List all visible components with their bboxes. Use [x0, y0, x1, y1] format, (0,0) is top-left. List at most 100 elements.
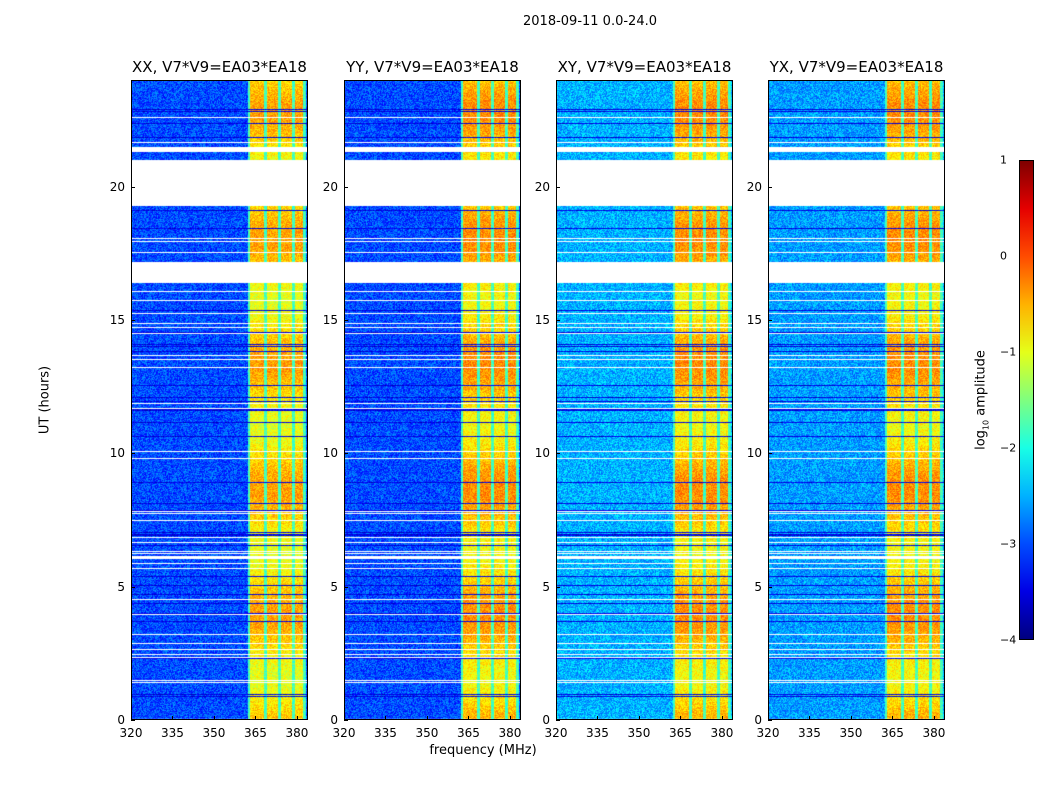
- x-tick-label: 320: [119, 726, 143, 740]
- panel-title: YY, V7*V9=EA03*EA18: [346, 58, 519, 76]
- x-tick-label: 335: [374, 726, 397, 740]
- x-tick-label: 320: [332, 726, 356, 740]
- x-tick-label: 365: [457, 726, 480, 740]
- y-tick-label: 10: [534, 446, 550, 461]
- y-tick-mark: [344, 320, 348, 321]
- y-tick-mark: [768, 186, 772, 188]
- panel-title: XY, V7*V9=EA03*EA18: [557, 58, 732, 76]
- y-tick-mark: [556, 720, 560, 721]
- x-tick-mark: [721, 716, 723, 720]
- y-tick-label: 15: [534, 313, 550, 327]
- x-tick-mark: [768, 716, 769, 720]
- x-tick-mark: [597, 716, 599, 720]
- x-axis-label: frequency (MHz): [429, 743, 537, 758]
- x-tick-mark: [933, 716, 935, 720]
- x-tick-mark: [509, 716, 511, 720]
- y-tick-label: 15: [746, 313, 762, 327]
- y-tick-mark: [556, 453, 560, 455]
- waterfall-panel-yy: YY, V7*V9=EA03*EA18 0 5 10 15 20 320 335 350 365 3…: [323, 58, 522, 740]
- x-tick-label: 320: [756, 726, 780, 740]
- y-tick-label: 20: [746, 179, 762, 194]
- y-tick-mark: [131, 186, 135, 188]
- colorbar-label: log10 amplitude: [973, 350, 991, 450]
- y-tick-label: 0: [330, 713, 338, 727]
- y-tick-mark: [768, 720, 772, 721]
- x-tick-label: 335: [161, 726, 184, 740]
- y-tick-label: 20: [109, 179, 125, 194]
- x-tick-label: 320: [544, 726, 568, 740]
- x-tick-mark: [809, 716, 811, 720]
- waterfall-panel-xy: XY, V7*V9=EA03*EA18 0 5 10 15 20 320 335 350 365 3…: [535, 58, 734, 740]
- y-tick-mark: [131, 720, 135, 721]
- y-tick-mark: [344, 186, 348, 188]
- axes-frame: [344, 80, 521, 720]
- y-tick-label: 0: [117, 713, 125, 727]
- x-tick-mark: [296, 716, 298, 720]
- y-tick-label: 15: [109, 313, 125, 327]
- y-tick-label: 10: [746, 446, 762, 461]
- x-tick-mark: [850, 716, 852, 720]
- x-tick-label: 365: [669, 726, 692, 740]
- x-tick-mark: [172, 716, 174, 720]
- x-tick-mark: [556, 716, 557, 720]
- y-axis-label: UT (hours): [37, 365, 53, 435]
- x-tick-label: 350: [415, 726, 439, 740]
- waterfall-panel-xx: XX, V7*V9=EA03*EA18 0 5 10 15 20 320 335 350 365 3…: [110, 58, 309, 740]
- y-tick-mark: [556, 186, 560, 188]
- colorbar-tick-label: 1: [1000, 153, 1007, 167]
- colorbar-tick-label: −1: [1000, 345, 1017, 359]
- colorbar-tick-label: −3: [1000, 537, 1017, 551]
- x-tick-label: 350: [627, 726, 651, 740]
- colorbar-tick-label: 0: [1000, 249, 1007, 263]
- y-tick-mark: [556, 320, 560, 321]
- y-tick-label: 0: [754, 713, 762, 727]
- x-tick-label: 380: [710, 726, 734, 740]
- panel-title: XX, V7*V9=EA03*EA18: [132, 58, 307, 76]
- y-tick-label: 10: [109, 446, 125, 461]
- y-tick-mark: [131, 453, 135, 455]
- y-tick-label: 5: [330, 579, 338, 594]
- figure-title: 2018-09-11 0.0-24.0: [523, 14, 657, 29]
- x-tick-label: 335: [586, 726, 609, 740]
- x-tick-mark: [638, 716, 640, 720]
- y-tick-mark: [556, 586, 560, 588]
- heatmap-image: [556, 80, 733, 720]
- x-tick-mark: [385, 716, 387, 720]
- panel-title: YX, V7*V9=EA03*EA18: [769, 58, 944, 76]
- axes-frame: [556, 80, 733, 720]
- y-tick-label: 5: [542, 579, 550, 594]
- x-tick-label: 380: [285, 726, 309, 740]
- x-tick-mark: [468, 716, 470, 720]
- y-tick-mark: [131, 586, 135, 588]
- y-tick-label: 5: [117, 579, 125, 594]
- x-tick-label: 350: [839, 726, 863, 740]
- x-tick-mark: [131, 716, 132, 720]
- x-tick-mark: [255, 716, 257, 720]
- x-tick-label: 350: [202, 726, 226, 740]
- heatmap-image: [344, 80, 521, 720]
- x-tick-label: 380: [498, 726, 522, 740]
- y-tick-label: 15: [322, 313, 338, 327]
- x-tick-label: 365: [244, 726, 267, 740]
- y-tick-mark: [344, 453, 348, 455]
- y-tick-mark: [344, 586, 348, 588]
- x-tick-mark: [213, 716, 215, 720]
- x-tick-label: 380: [922, 726, 946, 740]
- x-tick-mark: [426, 716, 428, 720]
- y-tick-mark: [768, 586, 772, 588]
- axes-frame: [768, 80, 945, 720]
- y-tick-label: 0: [542, 713, 550, 727]
- x-tick-mark: [892, 716, 894, 720]
- x-tick-mark: [344, 716, 345, 720]
- y-tick-label: 20: [534, 179, 550, 194]
- y-tick-mark: [768, 320, 772, 321]
- heatmap-image: [131, 80, 308, 720]
- y-tick-mark: [768, 453, 772, 455]
- y-tick-label: 10: [322, 446, 338, 461]
- x-tick-label: 335: [798, 726, 821, 740]
- y-tick-label: 5: [754, 579, 762, 594]
- waterfall-panel-yx: YX, V7*V9=EA03*EA18 0 5 10 15 20 320 335 350 365 3…: [747, 58, 946, 740]
- y-tick-mark: [131, 320, 135, 321]
- axes-frame: [131, 80, 308, 720]
